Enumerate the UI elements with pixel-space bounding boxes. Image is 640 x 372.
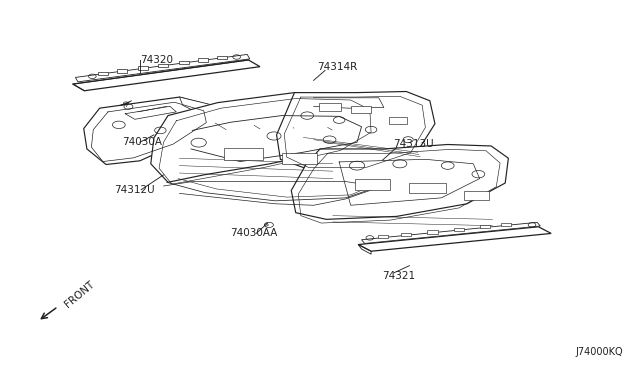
Bar [319, 103, 341, 111]
Polygon shape [76, 54, 250, 82]
Bar [480, 225, 490, 228]
Polygon shape [73, 60, 260, 91]
Text: 74313U: 74313U [394, 140, 434, 150]
Bar [454, 228, 464, 231]
Polygon shape [362, 222, 540, 243]
Bar [138, 67, 148, 70]
Bar [217, 56, 227, 59]
Bar [224, 148, 262, 160]
Bar [158, 64, 168, 67]
Bar [428, 230, 438, 234]
Text: 74030A: 74030A [122, 137, 162, 147]
Bar [501, 223, 511, 226]
Bar [410, 183, 447, 193]
Bar [282, 153, 317, 164]
Text: 74320: 74320 [140, 55, 173, 65]
Polygon shape [179, 97, 218, 123]
Bar [401, 233, 411, 236]
Polygon shape [84, 97, 218, 164]
Bar [464, 191, 489, 200]
Text: 74321: 74321 [383, 271, 416, 281]
Text: 74030AA: 74030AA [230, 228, 278, 238]
Bar [98, 72, 108, 75]
Text: J74000KQ: J74000KQ [576, 347, 623, 357]
Text: FRONT: FRONT [63, 279, 96, 309]
Polygon shape [151, 93, 381, 182]
Bar [117, 69, 127, 73]
Polygon shape [358, 227, 551, 251]
Bar [389, 117, 407, 124]
Bar [179, 61, 189, 64]
Text: 74312U: 74312U [115, 185, 155, 195]
Polygon shape [291, 144, 508, 219]
Bar [378, 235, 388, 238]
Bar [355, 179, 390, 190]
Polygon shape [276, 92, 435, 171]
Text: 74314R: 74314R [317, 62, 357, 73]
Bar [198, 58, 208, 62]
Bar [351, 106, 371, 113]
